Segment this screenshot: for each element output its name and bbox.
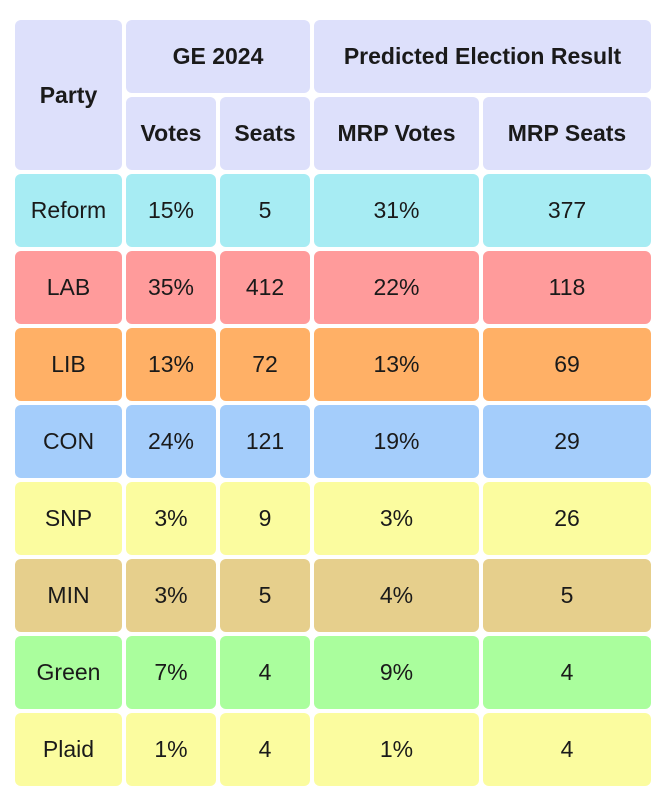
mrp-votes-cell: 4% [314,559,479,632]
seats-column-header: Seats [220,97,310,170]
table-row: MIN 3% 5 4% 5 [15,559,651,632]
results-table-container: Party GE 2024 Predicted Election Result … [11,16,655,790]
table-row: Plaid 1% 4 1% 4 [15,713,651,786]
party-name-cell: LAB [15,251,122,324]
seats-cell: 412 [220,251,310,324]
mrp-votes-cell: 22% [314,251,479,324]
votes-cell: 1% [126,713,216,786]
seats-cell: 72 [220,328,310,401]
mrp-seats-column-header: MRP Seats [483,97,651,170]
table-row: SNP 3% 9 3% 26 [15,482,651,555]
votes-cell: 7% [126,636,216,709]
seats-cell: 5 [220,174,310,247]
party-name-cell: MIN [15,559,122,632]
party-name-cell: CON [15,405,122,478]
election-results-table: Party GE 2024 Predicted Election Result … [11,16,655,790]
party-name-cell: Plaid [15,713,122,786]
mrp-seats-cell: 118 [483,251,651,324]
votes-cell: 24% [126,405,216,478]
votes-column-header: Votes [126,97,216,170]
ge-2024-group-header: GE 2024 [126,20,310,93]
mrp-seats-cell: 5 [483,559,651,632]
mrp-seats-cell: 69 [483,328,651,401]
mrp-votes-column-header: MRP Votes [314,97,479,170]
votes-cell: 3% [126,559,216,632]
seats-cell: 4 [220,713,310,786]
party-name-cell: LIB [15,328,122,401]
results-table-body: Reform 15% 5 31% 377 LAB 35% 412 22% 118… [15,174,651,786]
votes-cell: 35% [126,251,216,324]
mrp-votes-cell: 31% [314,174,479,247]
table-row: LAB 35% 412 22% 118 [15,251,651,324]
mrp-seats-cell: 26 [483,482,651,555]
seats-cell: 121 [220,405,310,478]
table-row: Green 7% 4 9% 4 [15,636,651,709]
party-name-cell: Green [15,636,122,709]
seats-cell: 5 [220,559,310,632]
mrp-seats-cell: 4 [483,636,651,709]
mrp-votes-cell: 1% [314,713,479,786]
party-name-cell: SNP [15,482,122,555]
mrp-votes-cell: 19% [314,405,479,478]
votes-cell: 13% [126,328,216,401]
votes-cell: 15% [126,174,216,247]
mrp-votes-cell: 13% [314,328,479,401]
mrp-seats-cell: 4 [483,713,651,786]
seats-cell: 9 [220,482,310,555]
header-row-bottom: Votes Seats MRP Votes MRP Seats [15,97,651,170]
table-row: CON 24% 121 19% 29 [15,405,651,478]
party-column-header: Party [15,20,122,170]
predicted-result-group-header: Predicted Election Result [314,20,651,93]
seats-cell: 4 [220,636,310,709]
votes-cell: 3% [126,482,216,555]
mrp-votes-cell: 3% [314,482,479,555]
mrp-seats-cell: 29 [483,405,651,478]
table-row: Reform 15% 5 31% 377 [15,174,651,247]
table-row: LIB 13% 72 13% 69 [15,328,651,401]
mrp-seats-cell: 377 [483,174,651,247]
header-row-top: Party GE 2024 Predicted Election Result [15,20,651,170]
party-name-cell: Reform [15,174,122,247]
mrp-votes-cell: 9% [314,636,479,709]
